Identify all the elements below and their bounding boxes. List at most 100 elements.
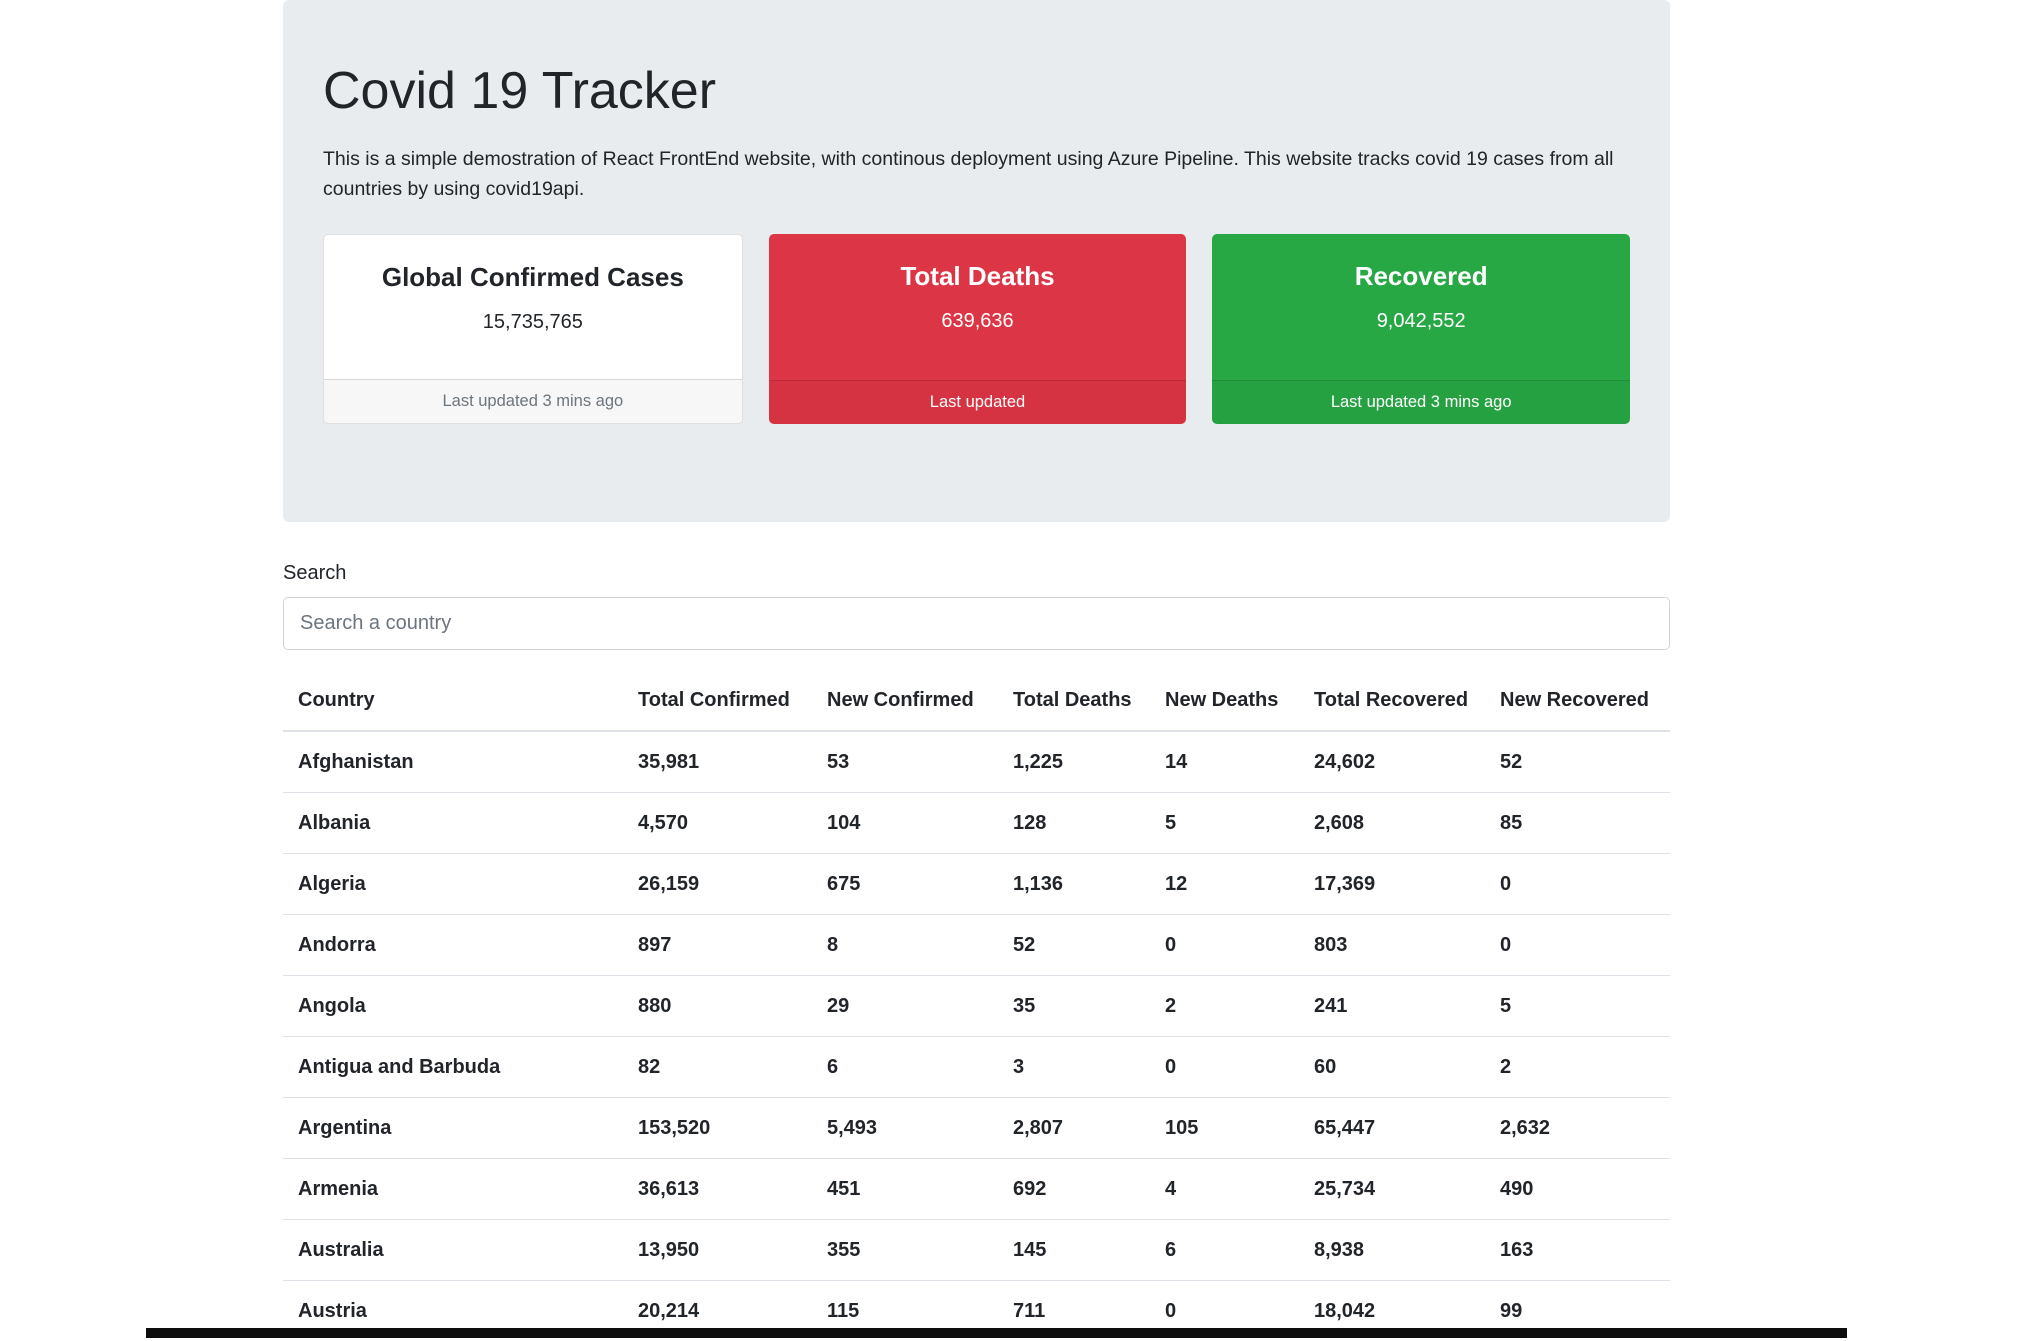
search-label: Search	[283, 560, 346, 586]
deaths-card-value: 639,636	[769, 310, 1187, 333]
deaths-card: Total Deaths 639,636 Last updated	[769, 234, 1187, 424]
value-cell: 8,938	[1299, 1220, 1485, 1281]
value-cell: 60	[1299, 1037, 1485, 1098]
bottom-dark-bar	[146, 1328, 1847, 1338]
value-cell: 35	[998, 976, 1150, 1037]
value-cell: 52	[998, 915, 1150, 976]
countries-table: Country Total Confirmed New Confirmed To…	[283, 670, 1670, 1341]
recovered-card-footer: Last updated 3 mins ago	[1212, 380, 1630, 424]
country-cell: Algeria	[283, 854, 623, 915]
value-cell: 2,632	[1485, 1098, 1670, 1159]
value-cell: 105	[1150, 1098, 1299, 1159]
confirmed-card-footer: Last updated 3 mins ago	[324, 379, 742, 423]
value-cell: 2,608	[1299, 793, 1485, 854]
value-cell: 36,613	[623, 1159, 812, 1220]
value-cell: 490	[1485, 1159, 1670, 1220]
value-cell: 0	[1485, 854, 1670, 915]
value-cell: 17,369	[1299, 854, 1485, 915]
value-cell: 104	[812, 793, 998, 854]
value-cell: 26,159	[623, 854, 812, 915]
country-cell: Australia	[283, 1220, 623, 1281]
value-cell: 0	[1150, 1037, 1299, 1098]
confirmed-card-value: 15,735,765	[324, 311, 742, 334]
value-cell: 25,734	[1299, 1159, 1485, 1220]
column-header-new-deaths: New Deaths	[1150, 670, 1299, 731]
table-header-row: Country Total Confirmed New Confirmed To…	[283, 670, 1670, 731]
value-cell: 13,950	[623, 1220, 812, 1281]
confirmed-card-title: Global Confirmed Cases	[324, 262, 742, 293]
value-cell: 153,520	[623, 1098, 812, 1159]
value-cell: 5	[1150, 793, 1299, 854]
column-header-total-deaths: Total Deaths	[998, 670, 1150, 731]
value-cell: 5,493	[812, 1098, 998, 1159]
value-cell: 65,447	[1299, 1098, 1485, 1159]
value-cell: 8	[812, 915, 998, 976]
value-cell: 4	[1150, 1159, 1299, 1220]
value-cell: 0	[1485, 915, 1670, 976]
country-cell: Angola	[283, 976, 623, 1037]
value-cell: 5	[1485, 976, 1670, 1037]
value-cell: 897	[623, 915, 812, 976]
page-title: Covid 19 Tracker	[323, 56, 1630, 126]
country-cell: Armenia	[283, 1159, 623, 1220]
value-cell: 2	[1150, 976, 1299, 1037]
deaths-card-footer: Last updated	[769, 380, 1187, 424]
recovered-card-title: Recovered	[1212, 261, 1630, 292]
value-cell: 82	[623, 1037, 812, 1098]
column-header-new-recovered: New Recovered	[1485, 670, 1670, 731]
search-input[interactable]	[283, 597, 1670, 650]
deaths-card-title: Total Deaths	[769, 261, 1187, 292]
country-cell: Albania	[283, 793, 623, 854]
value-cell: 53	[812, 731, 998, 793]
value-cell: 6	[1150, 1220, 1299, 1281]
value-cell: 0	[1150, 915, 1299, 976]
value-cell: 880	[623, 976, 812, 1037]
value-cell: 52	[1485, 731, 1670, 793]
page-description: This is a simple demostration of React F…	[323, 144, 1630, 204]
value-cell: 241	[1299, 976, 1485, 1037]
country-cell: Antigua and Barbuda	[283, 1037, 623, 1098]
confirmed-card: Global Confirmed Cases 15,735,765 Last u…	[323, 234, 743, 424]
recovered-card-value: 9,042,552	[1212, 310, 1630, 333]
value-cell: 3	[998, 1037, 1150, 1098]
value-cell: 163	[1485, 1220, 1670, 1281]
value-cell: 803	[1299, 915, 1485, 976]
value-cell: 1,136	[998, 854, 1150, 915]
country-cell: Argentina	[283, 1098, 623, 1159]
table-header: Country Total Confirmed New Confirmed To…	[283, 670, 1670, 731]
value-cell: 2	[1485, 1037, 1670, 1098]
column-header-new-confirmed: New Confirmed	[812, 670, 998, 731]
column-header-total-confirmed: Total Confirmed	[623, 670, 812, 731]
value-cell: 355	[812, 1220, 998, 1281]
column-header-total-recovered: Total Recovered	[1299, 670, 1485, 731]
value-cell: 675	[812, 854, 998, 915]
value-cell: 2,807	[998, 1098, 1150, 1159]
deaths-card-body: Total Deaths 639,636	[769, 234, 1187, 380]
value-cell: 85	[1485, 793, 1670, 854]
column-header-country: Country	[283, 670, 623, 731]
value-cell: 29	[812, 976, 998, 1037]
value-cell: 4,570	[623, 793, 812, 854]
recovered-card-body: Recovered 9,042,552	[1212, 234, 1630, 380]
hero-jumbotron: Covid 19 Tracker This is a simple demost…	[283, 0, 1670, 522]
value-cell: 1,225	[998, 731, 1150, 793]
value-cell: 128	[998, 793, 1150, 854]
country-cell: Andorra	[283, 915, 623, 976]
value-cell: 145	[998, 1220, 1150, 1281]
recovered-card: Recovered 9,042,552 Last updated 3 mins …	[1212, 234, 1630, 424]
value-cell: 692	[998, 1159, 1150, 1220]
stat-cards-row: Global Confirmed Cases 15,735,765 Last u…	[323, 234, 1630, 424]
value-cell: 24,602	[1299, 731, 1485, 793]
value-cell: 6	[812, 1037, 998, 1098]
confirmed-card-body: Global Confirmed Cases 15,735,765	[324, 235, 742, 379]
